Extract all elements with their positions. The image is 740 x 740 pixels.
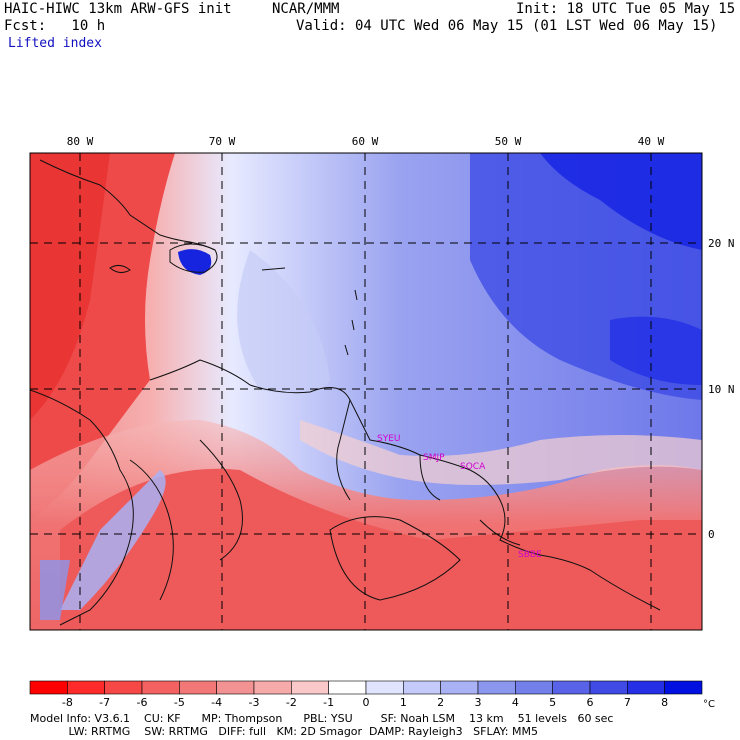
station-label: SYEU	[377, 434, 400, 444]
lat-label-20n: 20 N	[708, 237, 735, 250]
colorbar-swatch	[589, 680, 628, 695]
colorbar-tick-label: 0	[363, 696, 370, 709]
center-name: NCAR/MMM	[272, 1, 340, 17]
map-frame	[29, 152, 703, 631]
station-label: SMJP	[423, 453, 445, 463]
colorbar-tick-label: 3	[475, 696, 482, 709]
colorbar-swatch	[365, 680, 404, 695]
colorbar-swatch	[253, 680, 292, 695]
colorbar-swatch	[179, 680, 217, 695]
model-info-line-2: LW: RRTMG SW: RRTMG DIFF: full KM: 2D Sm…	[30, 725, 538, 738]
lat-label-10n: 10 N	[708, 383, 735, 396]
colorbar-tick-label: -7	[99, 696, 110, 709]
colorbar-swatch	[627, 680, 665, 695]
init-time: Init: 18 UTC Tue 05 May 15	[516, 1, 736, 17]
forecast-hour: Fcst: 10 h	[4, 18, 106, 34]
station-label: SBBE	[518, 550, 542, 560]
colorbar-swatch	[515, 680, 553, 695]
graticule	[30, 153, 702, 630]
station-label: SOCA	[460, 462, 486, 472]
colorbar: -8 -7 -6 -5 -4 -3 -2 -1 0 1 2 3 4 5 6 7 8	[29, 680, 703, 709]
lon-label-70w: 70 W	[209, 135, 236, 148]
colorbar-swatch	[291, 680, 329, 695]
colorbar-tick-label: 8	[661, 696, 668, 709]
colorbar-tick-label: -8	[62, 696, 73, 709]
colorbar-swatch	[29, 680, 68, 695]
colorbar-swatch	[141, 680, 180, 695]
colorbar-swatch	[477, 680, 516, 695]
colorbar-unit: °C	[703, 699, 715, 710]
colorbar-tick-label: -3	[249, 696, 260, 709]
colorbar-tick-label: -5	[174, 696, 185, 709]
colorbar-tick-label: -2	[286, 696, 297, 709]
colorbar-swatch	[664, 680, 703, 695]
lat-label-0: 0	[708, 528, 715, 541]
model-title: HAIC-HIWC 13km ARW-GFS init	[4, 1, 232, 17]
lon-label-40w: 40 W	[638, 135, 665, 148]
colorbar-tick-label: 4	[512, 696, 519, 709]
valid-time: Valid: 04 UTC Wed 06 May 15 (01 LST Wed …	[296, 18, 718, 34]
colorbar-swatch	[67, 680, 105, 695]
colorbar-tick-label: -6	[137, 696, 148, 709]
colorbar-swatch	[216, 680, 255, 695]
colorbar-tick-label: 2	[437, 696, 444, 709]
colorbar-swatch	[552, 680, 591, 695]
colorbar-tick-label: 5	[549, 696, 556, 709]
model-info-line-1: Model Info: V3.6.1 CU: KF MP: Thompson P…	[30, 712, 614, 725]
colorbar-tick-label: 7	[624, 696, 631, 709]
colorbar-swatch	[403, 680, 441, 695]
colorbar-swatch	[104, 680, 143, 695]
field-name: Lifted index	[8, 36, 102, 51]
colorbar-tick-label: 1	[400, 696, 407, 709]
colorbar-tick-label: -4	[211, 696, 222, 709]
colorbar-swatch	[328, 680, 367, 695]
lon-label-80w: 80 W	[67, 135, 94, 148]
colorbar-tick-label: -1	[323, 696, 334, 709]
colorbar-swatch	[440, 680, 479, 695]
lon-label-50w: 50 W	[495, 135, 522, 148]
map-field	[30, 153, 702, 630]
lon-label-60w: 60 W	[352, 135, 379, 148]
colorbar-tick-label: 6	[587, 696, 594, 709]
